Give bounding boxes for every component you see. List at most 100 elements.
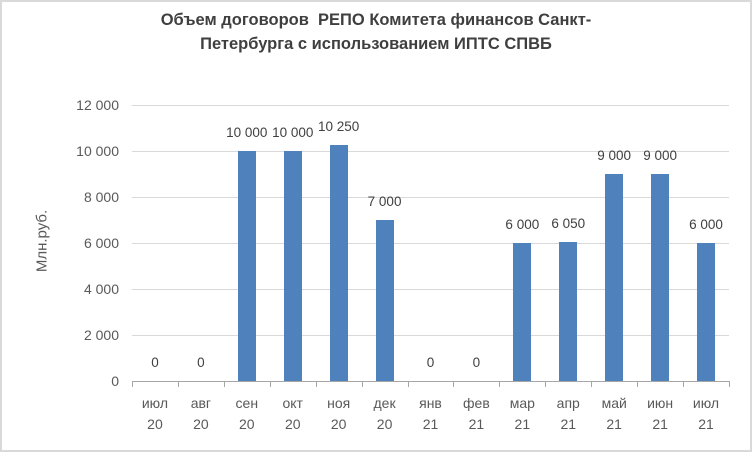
x-tick-label-month: июл — [141, 395, 169, 411]
bar — [375, 220, 394, 381]
bar-slot: 7 000 — [362, 105, 408, 381]
x-tick-label-month: июн — [647, 395, 674, 411]
gridline — [132, 197, 729, 198]
bar-slot: 10 000 — [224, 105, 270, 381]
x-tick-mark — [683, 381, 685, 387]
x-tick-mark — [729, 381, 730, 387]
y-tick-label: 6 000 — [83, 235, 119, 251]
bar-value-label: 9 000 — [597, 148, 632, 163]
x-tick-label: июл 21 — [683, 393, 729, 435]
bar — [697, 243, 716, 381]
bar-slot: 10 250 — [316, 105, 362, 381]
x-tick-label: ноя 20 — [316, 393, 362, 435]
x-tick-label-month: июл — [692, 395, 720, 411]
x-tick-label-month: окт — [282, 395, 303, 411]
y-tick-label: 12 000 — [76, 97, 119, 113]
x-tick-label: июл 20 — [132, 393, 178, 435]
x-tick-label: янв 21 — [408, 393, 454, 435]
x-tick-label-year: 21 — [468, 416, 485, 432]
bar — [651, 174, 670, 381]
x-tick-mark — [545, 381, 547, 387]
x-tick-mark — [269, 381, 271, 387]
bar-slot: 0 — [453, 105, 499, 381]
bar — [283, 151, 302, 381]
gridline — [132, 105, 729, 106]
x-tick-label-month: авг — [190, 395, 212, 411]
x-tick-mark — [637, 381, 639, 387]
x-tick-label: июн 21 — [637, 393, 683, 435]
y-tick-label: 4 000 — [83, 281, 119, 297]
bar-value-label: 6 000 — [505, 217, 540, 232]
x-tick-label-month: янв — [419, 395, 442, 411]
x-tick-label: сен 20 — [224, 393, 270, 435]
y-tick-label: 8 000 — [83, 189, 119, 205]
gridline — [132, 151, 729, 152]
bar-slot: 10 000 — [270, 105, 316, 381]
x-tick-mark — [361, 381, 363, 387]
x-tick-label-month: фев — [463, 395, 490, 411]
x-tick-label-year: 21 — [514, 416, 531, 432]
bar — [559, 241, 578, 381]
x-tick-label-year: 21 — [606, 416, 622, 432]
x-tick-label-year: 20 — [330, 416, 347, 432]
chart-title-line-2: Петербурга с использованием ИПТС СПВБ — [200, 35, 552, 53]
bar-value-label: 0 — [426, 355, 435, 370]
x-tick-label-year: 21 — [560, 416, 577, 432]
x-tick-label-year: 21 — [652, 416, 668, 432]
x-tick-label-year: 21 — [422, 416, 439, 432]
bar-value-label: 9 000 — [643, 148, 677, 163]
bar-value-label: 0 — [197, 355, 205, 370]
bar-slot: 0 — [178, 105, 224, 381]
bar-value-label: 10 000 — [272, 125, 314, 140]
x-tick-mark — [315, 381, 317, 387]
bar-series: 0 0 10 000 10 000 10 250 7 000 0 0 6 000 6 050 9 0… — [132, 105, 729, 381]
bar-slot: 6 000 — [499, 105, 545, 381]
y-tick-label: 2 000 — [83, 327, 119, 343]
bar-value-label: 10 250 — [317, 119, 360, 135]
x-tick-label-month: ноя — [327, 395, 351, 411]
x-tick-mark — [453, 381, 455, 387]
x-axis-labels: июл 20 авг 20 сен 20 окт 20 ноя 20 дек 20 янв 21 фев 21… — [132, 393, 729, 435]
bar-value-label: 10 000 — [226, 125, 268, 140]
x-tick-label: фев 21 — [453, 393, 499, 435]
x-tick-label-month: мар — [509, 395, 535, 411]
bar — [513, 243, 532, 381]
x-axis-tick-marks — [132, 381, 730, 387]
bar-value-label: 0 — [151, 355, 159, 370]
x-tick-label-year: 20 — [193, 416, 209, 432]
x-tick-mark — [223, 381, 225, 387]
bar — [605, 174, 624, 381]
bar-value-label: 7 000 — [367, 194, 402, 209]
bar-value-label: 0 — [472, 355, 481, 370]
x-tick-mark — [407, 381, 409, 387]
x-tick-mark — [591, 381, 593, 387]
x-axis-line — [132, 381, 730, 382]
x-tick-mark — [177, 381, 179, 387]
x-tick-label-month: апр — [556, 395, 580, 411]
bar-slot: 6 000 — [683, 105, 729, 381]
x-tick-label: май 21 — [591, 393, 637, 435]
x-tick-label: апр 21 — [545, 393, 591, 435]
plot-area: 0 0 10 000 10 000 10 250 7 000 0 0 6 000 6 050 9 0… — [132, 105, 729, 381]
x-tick-label-month: дек — [373, 395, 396, 411]
gridline — [132, 243, 729, 244]
x-tick-mark — [499, 381, 501, 387]
x-tick-label-year: 20 — [376, 416, 393, 432]
y-tick-label: 10 000 — [76, 143, 119, 159]
x-tick-label-year: 20 — [284, 416, 301, 432]
gridline — [132, 335, 729, 336]
gridline — [132, 289, 729, 290]
bar-slot: 0 — [408, 105, 454, 381]
bar-slot: 9 000 — [591, 105, 637, 381]
bar-slot: 6 050 — [545, 105, 591, 381]
x-tick-label: окт 20 — [270, 393, 316, 435]
bar-slot: 0 — [132, 105, 178, 381]
x-tick-label: дек 20 — [362, 393, 408, 435]
bar-value-label: 6 050 — [551, 215, 586, 231]
x-tick-label: авг 20 — [178, 393, 224, 435]
x-tick-label: мар 21 — [499, 393, 545, 435]
x-tick-mark — [132, 381, 133, 387]
chart-title: Объем договоров РЕПО Комитета финансов С… — [2, 8, 750, 56]
bar — [329, 145, 348, 381]
